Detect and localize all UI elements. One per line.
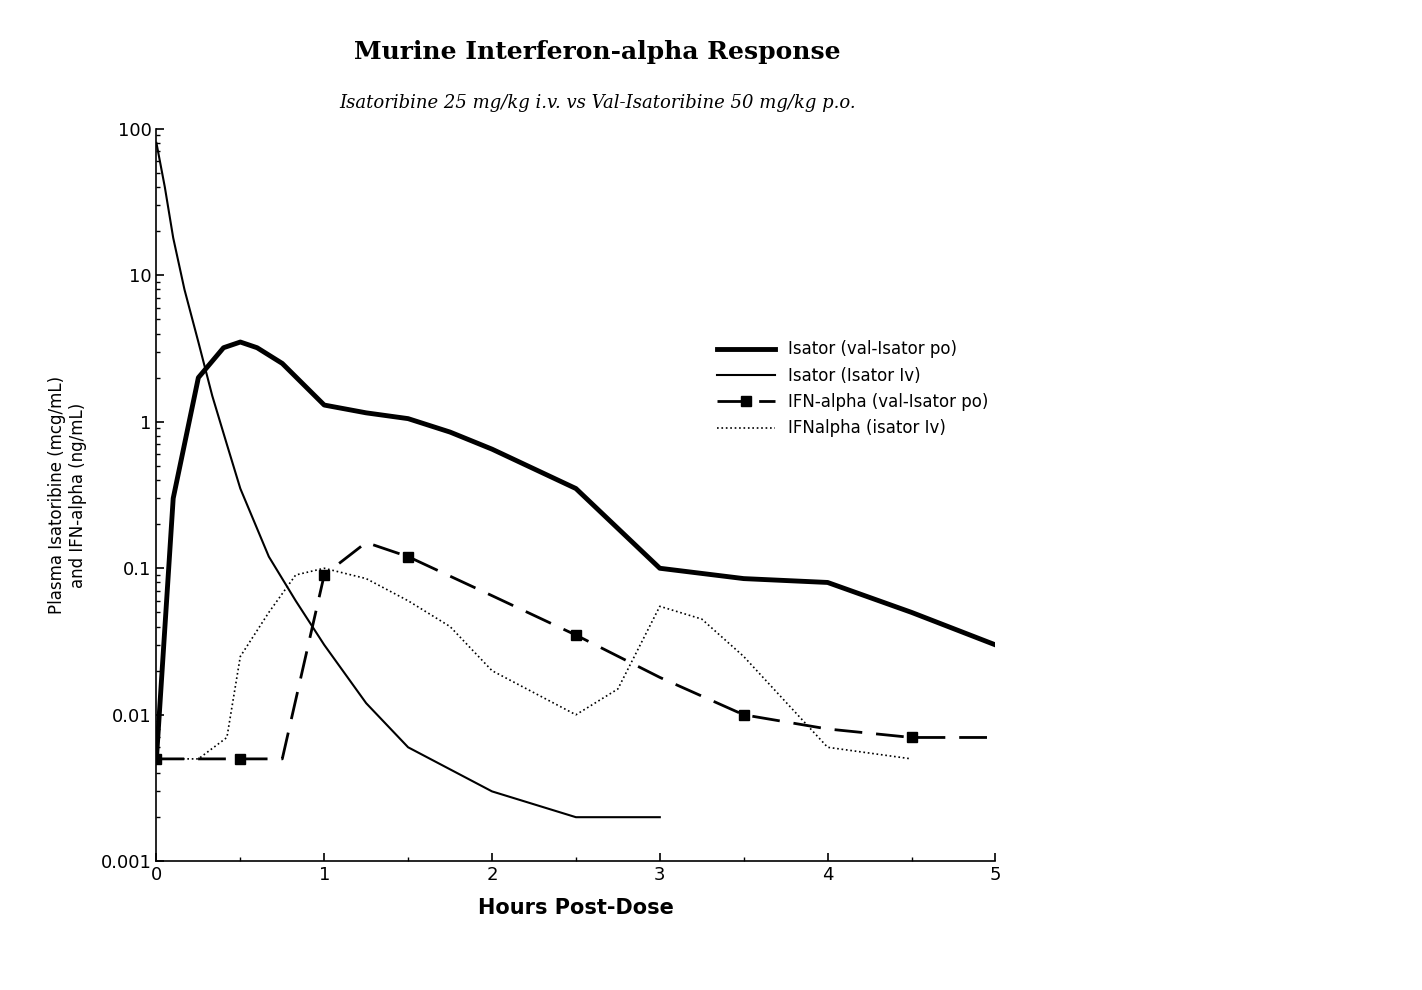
Isator (Isator Iv) — [316, 639, 333, 650]
IFNalpha (isator Iv) — [735, 650, 752, 662]
Isator (val-Isator po) — [903, 607, 920, 619]
Isator (Isator Iv) — [287, 595, 304, 607]
Isator (val-Isator po) — [273, 357, 292, 369]
Isator (val-Isator po) — [819, 576, 836, 588]
Isator (Isator Iv) — [260, 550, 277, 562]
IFN-alpha (val-Isator po) — [567, 629, 584, 641]
IFNalpha (isator Iv) — [903, 753, 920, 765]
Isator (Isator Iv) — [203, 390, 220, 402]
IFNalpha (isator Iv) — [260, 607, 277, 619]
Text: Isatoribine 25 mg/kg i.v. vs Val-Isatoribine 50 mg/kg p.o.: Isatoribine 25 mg/kg i.v. vs Val-Isatori… — [338, 94, 856, 112]
IFN-alpha (val-Isator po) — [819, 723, 836, 735]
Isator (val-Isator po) — [567, 482, 584, 494]
Isator (Isator Iv) — [191, 336, 208, 347]
IFNalpha (isator Iv) — [651, 600, 668, 612]
IFNalpha (isator Iv) — [219, 732, 236, 743]
Isator (val-Isator po) — [249, 342, 266, 353]
Isator (Isator Iv) — [219, 439, 236, 450]
Isator (Isator Iv) — [483, 785, 501, 797]
Isator (Isator Iv) — [232, 482, 249, 494]
IFNalpha (isator Iv) — [694, 613, 711, 625]
Isator (Isator Iv) — [176, 283, 193, 295]
IFNalpha (isator Iv) — [400, 595, 417, 607]
Isator (Isator Iv) — [358, 697, 375, 709]
Line: Isator (Isator Iv): Isator (Isator Iv) — [156, 143, 660, 817]
Isator (val-Isator po) — [316, 399, 333, 411]
IFNalpha (isator Iv) — [610, 683, 627, 695]
IFNalpha (isator Iv) — [483, 664, 501, 676]
Line: IFNalpha (isator Iv): IFNalpha (isator Iv) — [156, 568, 912, 759]
IFN-alpha (val-Isator po) — [232, 753, 249, 765]
IFNalpha (isator Iv) — [567, 709, 584, 721]
IFN-alpha (val-Isator po) — [273, 753, 292, 765]
IFN-alpha (val-Isator po) — [483, 590, 501, 602]
IFN-alpha (val-Isator po) — [400, 550, 417, 562]
Isator (Isator Iv) — [567, 811, 584, 823]
IFNalpha (isator Iv) — [819, 742, 836, 753]
Legend: Isator (val-Isator po), Isator (Isator Iv), IFN-alpha (val-Isator po), IFNalpha : Isator (val-Isator po), Isator (Isator I… — [710, 334, 995, 445]
Isator (val-Isator po) — [148, 753, 165, 765]
Isator (val-Isator po) — [215, 342, 232, 353]
IFNalpha (isator Iv) — [232, 650, 249, 662]
IFNalpha (isator Iv) — [287, 569, 304, 581]
IFN-alpha (val-Isator po) — [191, 753, 208, 765]
Isator (val-Isator po) — [400, 413, 417, 425]
Isator (val-Isator po) — [358, 407, 375, 419]
Isator (Isator Iv) — [400, 742, 417, 753]
Isator (val-Isator po) — [735, 572, 752, 584]
IFN-alpha (val-Isator po) — [358, 537, 375, 548]
Isator (val-Isator po) — [441, 426, 458, 438]
Isator (val-Isator po) — [191, 371, 208, 383]
Isator (val-Isator po) — [483, 444, 501, 455]
Isator (val-Isator po) — [987, 639, 1004, 650]
Isator (val-Isator po) — [232, 336, 249, 347]
IFN-alpha (val-Isator po) — [148, 753, 165, 765]
IFNalpha (isator Iv) — [191, 753, 208, 765]
IFNalpha (isator Iv) — [148, 753, 165, 765]
X-axis label: Hours Post-Dose: Hours Post-Dose — [478, 898, 674, 918]
IFNalpha (isator Iv) — [316, 562, 333, 574]
Line: IFN-alpha (val-Isator po): IFN-alpha (val-Isator po) — [152, 538, 1000, 763]
Isator (Isator Iv) — [148, 137, 165, 148]
IFN-alpha (val-Isator po) — [316, 569, 333, 581]
Isator (val-Isator po) — [651, 562, 668, 574]
Isator (Isator Iv) — [156, 181, 173, 193]
IFNalpha (isator Iv) — [358, 572, 375, 584]
Y-axis label: Plasma Isatoribine (mcg/mL)
and IFN-alpha (ng/mL): Plasma Isatoribine (mcg/mL) and IFN-alph… — [48, 376, 87, 614]
IFN-alpha (val-Isator po) — [735, 709, 752, 721]
Isator (val-Isator po) — [165, 492, 182, 504]
IFN-alpha (val-Isator po) — [903, 732, 920, 743]
IFN-alpha (val-Isator po) — [987, 732, 1004, 743]
Line: Isator (val-Isator po): Isator (val-Isator po) — [156, 342, 995, 759]
Isator (Isator Iv) — [165, 232, 182, 244]
IFN-alpha (val-Isator po) — [651, 671, 668, 683]
Text: Murine Interferon-alpha Response: Murine Interferon-alpha Response — [354, 40, 840, 63]
IFNalpha (isator Iv) — [441, 621, 458, 633]
Isator (Isator Iv) — [651, 811, 668, 823]
